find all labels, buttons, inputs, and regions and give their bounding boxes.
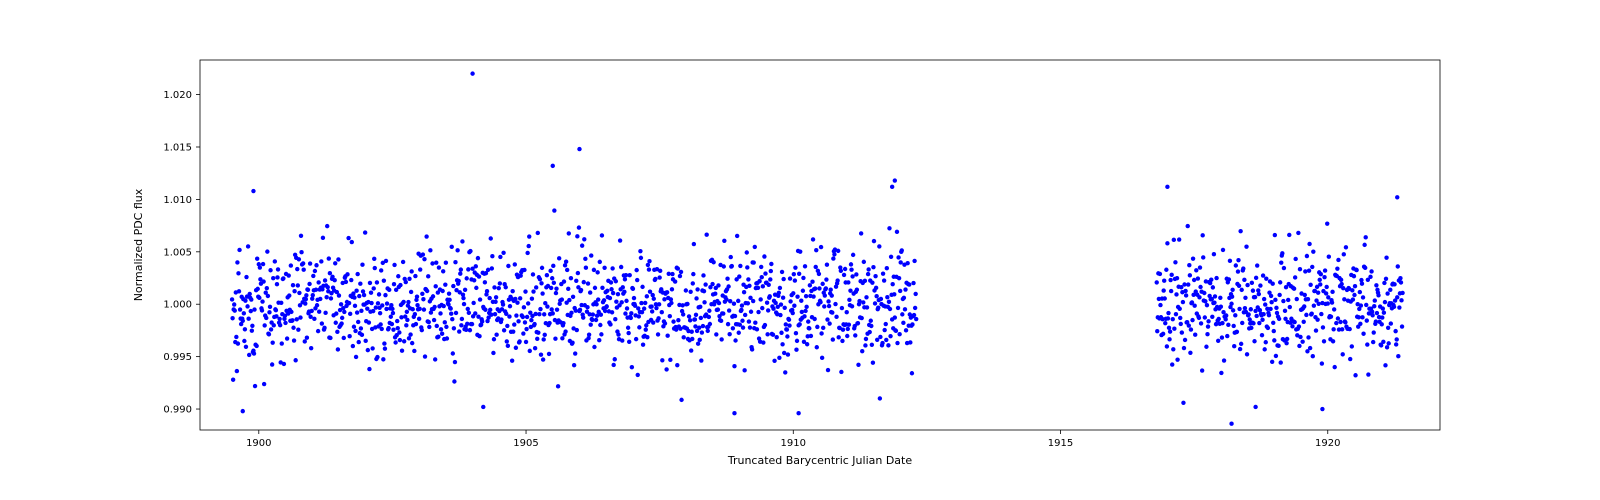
ytick-label: 1.020 (163, 90, 192, 101)
outlier-point (796, 411, 800, 415)
outlier-point (1229, 422, 1233, 426)
x-axis-label: Truncated Barycentric Julian Date (727, 454, 913, 467)
ytick-label: 0.995 (163, 352, 192, 363)
lightcurve-chart: 1900 1905 1910 1915 1920 0.990 0.995 1.000 1.005… (0, 0, 1600, 500)
outlier-point (732, 411, 736, 415)
y-axis-label: Normalized PDC flux (132, 188, 145, 301)
outlier-point (1395, 195, 1399, 199)
outlier-point (1320, 407, 1324, 411)
outlier-point (1165, 185, 1169, 189)
outlier-point (893, 178, 897, 182)
outlier-point (577, 147, 581, 151)
outlier-point (1253, 405, 1257, 409)
outlier-point (481, 405, 485, 409)
outlier-point (470, 71, 474, 75)
chart-svg: 1900 1905 1910 1915 1920 0.990 0.995 1.000 1.005… (0, 0, 1600, 500)
ytick-label: 1.000 (163, 300, 192, 311)
outlier-point (551, 164, 555, 168)
outlier-point (251, 189, 255, 193)
ytick-label: 1.010 (163, 195, 192, 206)
xtick-label: 1910 (781, 438, 806, 449)
ytick-label: 1.005 (163, 247, 192, 258)
outlier-point (241, 409, 245, 413)
xtick-label: 1915 (1048, 438, 1073, 449)
ytick-label: 0.990 (163, 405, 192, 416)
outlier-point (890, 185, 894, 189)
scatter-series (230, 71, 1405, 425)
ytick-label: 1.015 (163, 142, 192, 153)
xtick-label: 1920 (1315, 438, 1340, 449)
xtick-label: 1900 (246, 438, 271, 449)
xtick-label: 1905 (513, 438, 538, 449)
